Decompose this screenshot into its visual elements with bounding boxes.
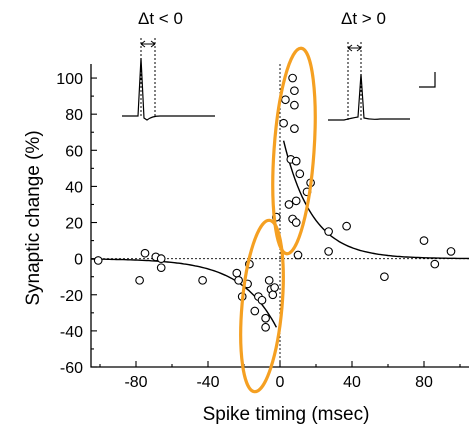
spike-trace-positive bbox=[328, 73, 410, 121]
x-axis-title: Spike timing (msec) bbox=[203, 404, 370, 425]
data-point bbox=[342, 221, 351, 231]
y-tick-label: 0 bbox=[74, 252, 83, 269]
y-tick-label: 40 bbox=[65, 179, 83, 196]
data-points bbox=[93, 73, 456, 332]
inset-label-positive: Δt > 0 bbox=[341, 9, 386, 28]
data-point bbox=[291, 156, 301, 166]
data-point bbox=[261, 322, 270, 332]
interval-arrow bbox=[140, 40, 156, 48]
data-point bbox=[291, 196, 301, 206]
fit-curves bbox=[90, 140, 470, 328]
ltd-highlight-ellipse bbox=[239, 218, 285, 394]
interval-arrow bbox=[347, 44, 362, 52]
spike-marker bbox=[347, 42, 362, 120]
data-point bbox=[156, 254, 166, 263]
spike-marker bbox=[140, 38, 156, 116]
data-point bbox=[250, 306, 260, 316]
data-point bbox=[295, 169, 305, 179]
ltp-highlight-ellipse bbox=[271, 46, 317, 256]
ltd-fit-curve bbox=[90, 258, 278, 328]
data-point bbox=[290, 124, 299, 133]
y-tick-label: 80 bbox=[65, 107, 83, 124]
inset-label-negative: Δt < 0 bbox=[138, 9, 183, 28]
data-point bbox=[281, 95, 290, 105]
data-point bbox=[291, 218, 301, 227]
data-point bbox=[324, 227, 333, 236]
data-point bbox=[234, 275, 243, 285]
x-tick-label: -40 bbox=[196, 374, 219, 391]
spike-trace-negative bbox=[122, 57, 215, 121]
inset-negative: Δt < 0 bbox=[122, 9, 215, 121]
data-point bbox=[380, 272, 389, 282]
data-point bbox=[270, 283, 279, 292]
axes: -60 -40 -20 0 20 40 60 80 100 -80 -40 0 40 80 bbox=[56, 64, 469, 391]
data-point bbox=[279, 118, 288, 128]
data-point bbox=[140, 248, 150, 258]
y-axis-title: Synaptic change (%) bbox=[23, 130, 44, 305]
y-tick-label: -20 bbox=[60, 288, 83, 305]
x-tick-label: 80 bbox=[415, 374, 433, 391]
data-point bbox=[135, 275, 144, 285]
data-point bbox=[268, 290, 278, 300]
data-point bbox=[257, 295, 267, 305]
data-point bbox=[288, 73, 297, 83]
data-point bbox=[446, 247, 456, 256]
x-tick-label: 0 bbox=[276, 374, 285, 391]
data-point bbox=[293, 250, 303, 260]
inset-positive: Δt > 0 bbox=[328, 9, 436, 121]
x-tick-label: 40 bbox=[343, 374, 361, 391]
x-tick-label: -80 bbox=[124, 374, 147, 391]
data-point bbox=[284, 200, 294, 209]
data-point bbox=[156, 263, 166, 273]
data-point bbox=[232, 268, 242, 278]
ltp-fit-curve bbox=[282, 140, 470, 260]
y-tick-label: -40 bbox=[60, 324, 83, 341]
y-tick-label: 20 bbox=[65, 216, 83, 233]
data-point bbox=[290, 86, 299, 96]
data-point bbox=[93, 256, 103, 265]
scale-bar bbox=[419, 72, 436, 88]
data-point bbox=[290, 100, 299, 110]
data-point bbox=[324, 247, 333, 256]
data-point bbox=[430, 259, 440, 269]
data-point bbox=[198, 275, 207, 285]
y-tick-label: -60 bbox=[60, 360, 83, 377]
data-point bbox=[264, 275, 274, 285]
y-tick-label: 100 bbox=[56, 71, 83, 88]
y-tick-label: 60 bbox=[65, 143, 83, 160]
data-point bbox=[419, 236, 429, 245]
data-point bbox=[261, 313, 270, 323]
